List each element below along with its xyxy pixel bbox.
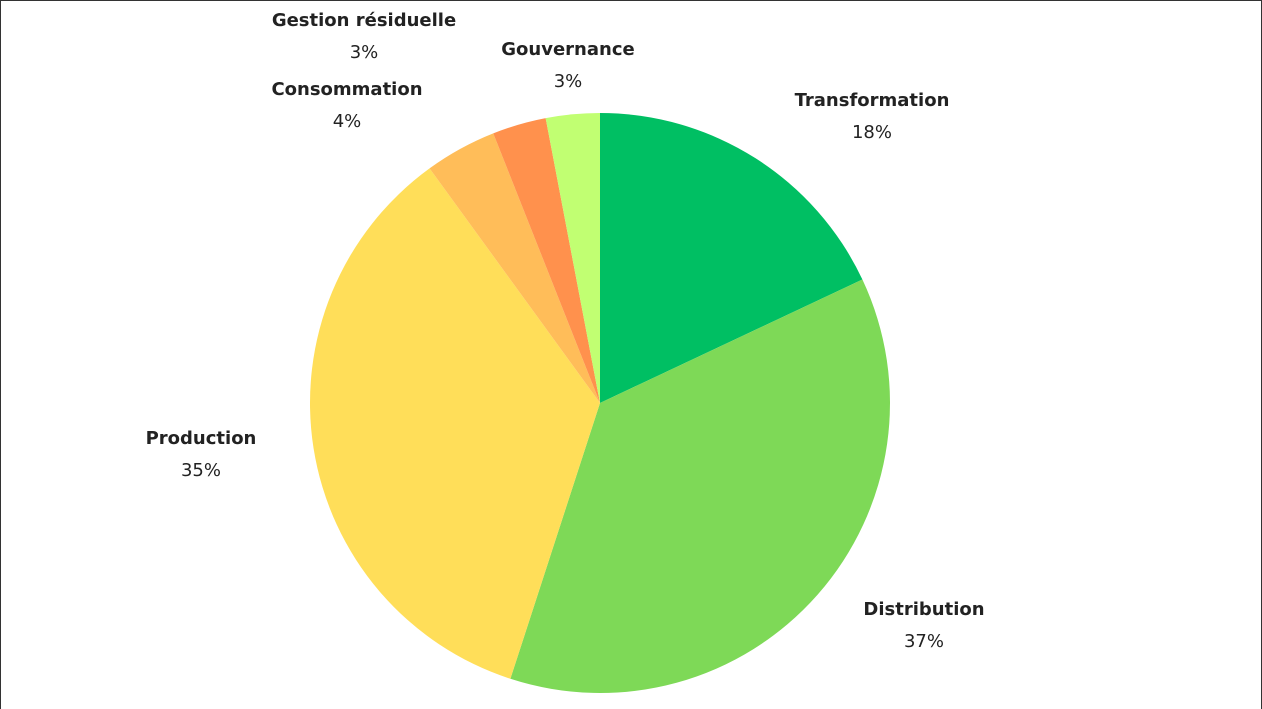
slice-label: Production	[146, 428, 257, 449]
slice-label: Gestion résiduelle	[272, 10, 456, 31]
pie-slice	[429, 133, 600, 404]
slice-label: Transformation	[795, 90, 950, 111]
slice-label: Gouvernance	[501, 39, 634, 60]
pie-slice	[600, 113, 863, 403]
pie-slice	[545, 113, 600, 403]
slice-label: Consommation	[271, 79, 422, 100]
slice-value-label: 3%	[554, 71, 583, 92]
slice-value-label: 4%	[333, 111, 362, 132]
slice-value-label: 3%	[350, 42, 379, 63]
slice-label: Distribution	[863, 599, 984, 620]
slice-value-label: 37%	[904, 631, 944, 652]
slice-value-label: 18%	[852, 122, 892, 143]
pie-slice	[510, 279, 890, 693]
pie-slice	[310, 168, 600, 679]
pie-slice	[493, 118, 600, 404]
slice-value-label: 35%	[181, 460, 221, 481]
